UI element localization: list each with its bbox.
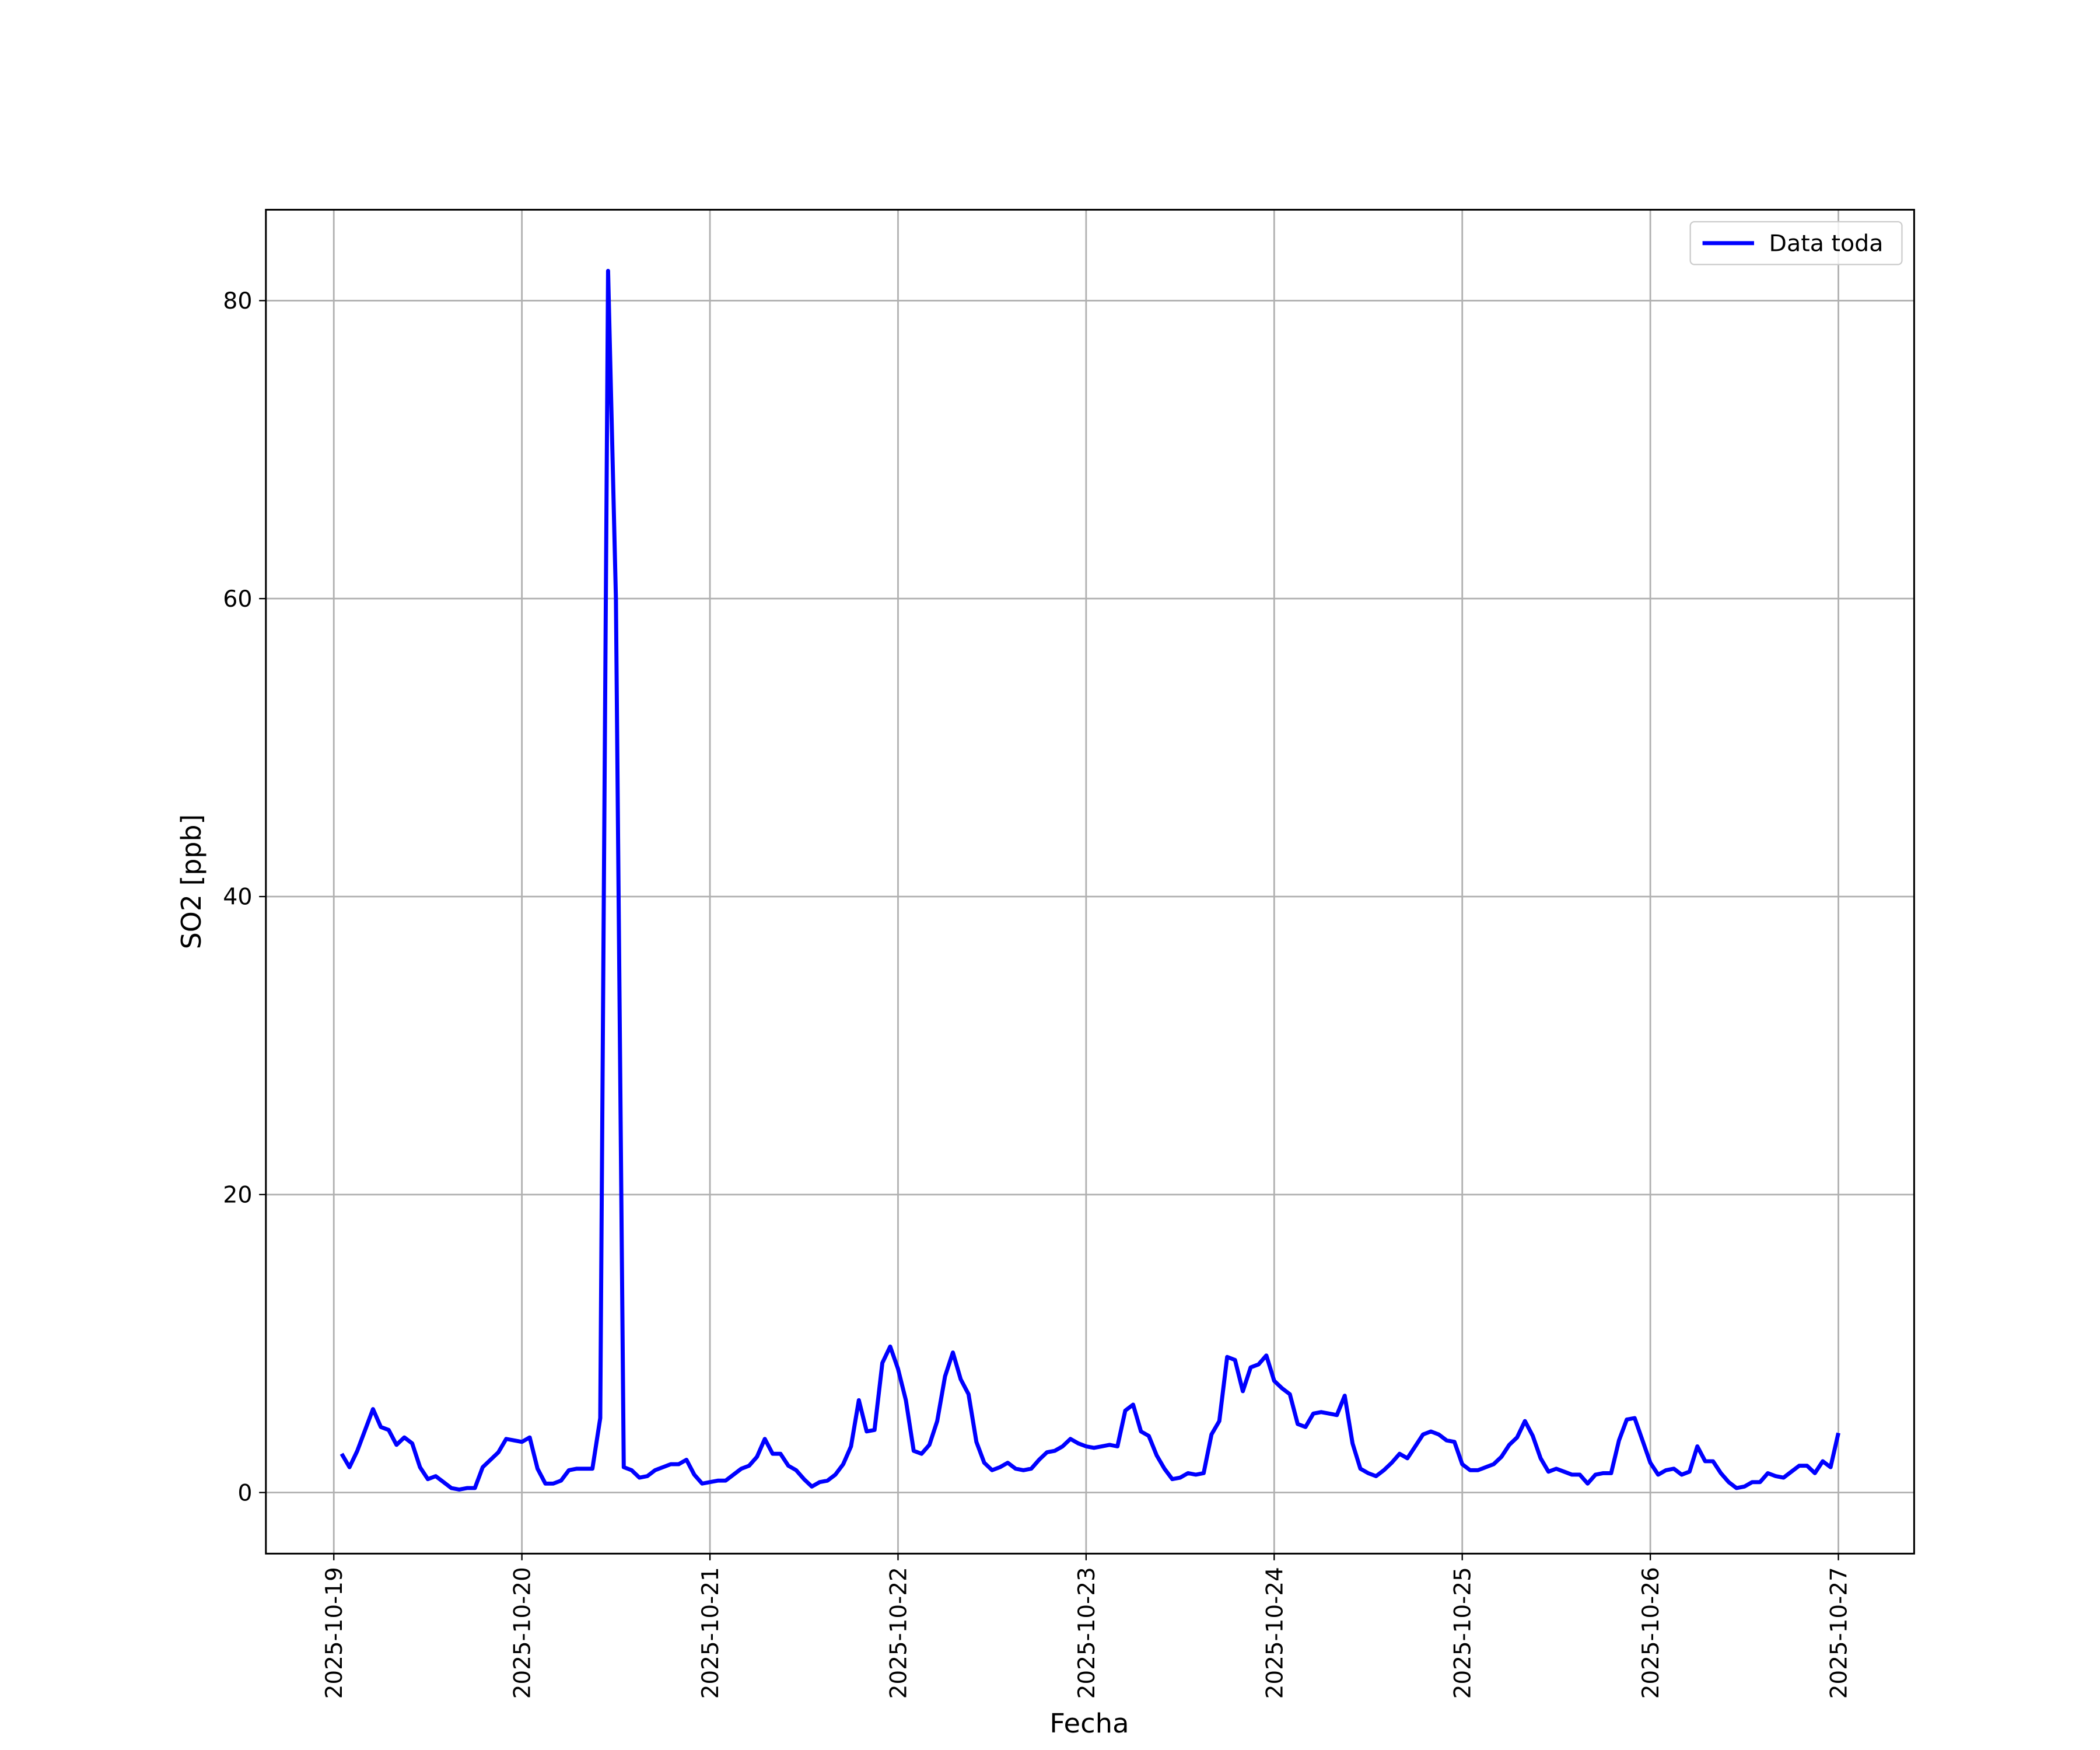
y-axis-label: SO2 [ppb] [176, 814, 207, 950]
x-tick-label: 2025-10-22 [886, 1567, 912, 1699]
y-tick-label: 20 [223, 1182, 252, 1209]
x-tick-label: 2025-10-23 [1074, 1567, 1100, 1699]
y-tick-label: 0 [237, 1480, 252, 1507]
x-axis-label: Fecha [1049, 1708, 1129, 1740]
data-line [340, 268, 1840, 1492]
y-tick-label: 40 [223, 884, 252, 911]
x-tick-label: 2025-10-21 [698, 1567, 724, 1699]
legend-box [1689, 221, 1903, 265]
y-tick-label: 80 [223, 288, 252, 314]
x-tick-label: 2025-10-26 [1638, 1567, 1664, 1699]
x-tick-label: 2025-10-19 [321, 1567, 348, 1699]
x-tick-label: 2025-10-25 [1450, 1567, 1476, 1699]
x-tick-label: 2025-10-24 [1262, 1567, 1288, 1699]
legend-label: Data toda [1769, 231, 1884, 257]
x-tick-label: 2025-10-27 [1826, 1567, 1852, 1699]
y-tick-label: 60 [223, 586, 252, 612]
plot-frame [265, 209, 1915, 1555]
x-tick-label: 2025-10-20 [509, 1567, 536, 1699]
